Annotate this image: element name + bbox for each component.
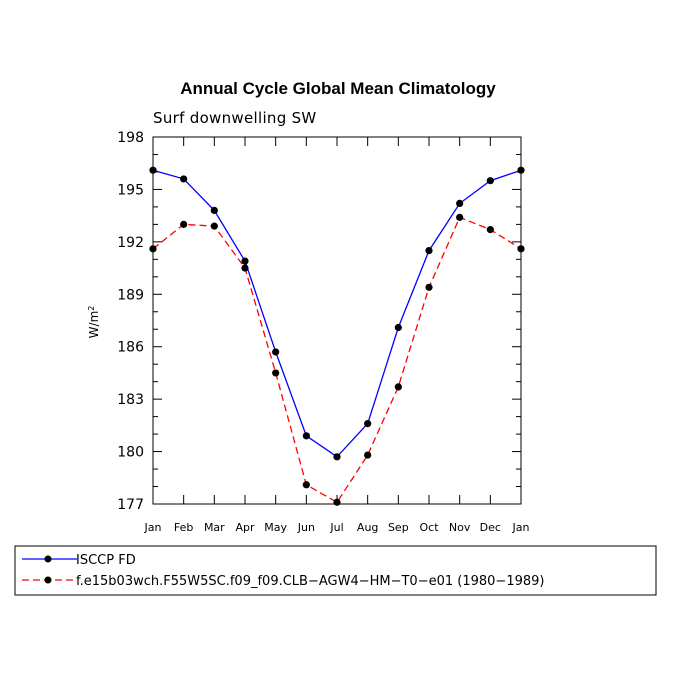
legend-marker-model (44, 576, 52, 584)
data-point-series-1 (425, 283, 433, 291)
data-point-series-0 (272, 348, 280, 356)
data-point-series-1 (364, 451, 372, 459)
y-tick-label: 180 (117, 445, 144, 461)
data-point-series-0 (517, 166, 525, 174)
data-point-series-0 (456, 199, 464, 208)
legend-marker-isccp (44, 555, 52, 563)
data-point-series-1 (149, 245, 157, 253)
y-axis-label: W/m2 (87, 306, 101, 339)
x-tick-label: Jan (144, 521, 162, 534)
data-point-series-0 (486, 177, 494, 185)
x-tick-label: Apr (235, 521, 255, 534)
chart-subtitle: Surf downwelling SW (153, 109, 317, 127)
plot-frame (152, 136, 522, 505)
data-point-series-1 (241, 264, 249, 272)
data-point-series-1 (486, 226, 494, 234)
data-point-series-1 (180, 220, 188, 228)
legend: ISCCP FD f.e15b03wch.F55W5SC.f09_f09.CLB… (14, 545, 657, 596)
data-point-series-0 (394, 323, 402, 332)
x-tick-label: Dec (480, 521, 501, 534)
y-tick-label: 192 (117, 235, 144, 251)
data-point-series-1 (302, 481, 310, 489)
data-point-series-1 (210, 222, 218, 230)
data-point-series-0 (302, 432, 310, 440)
series-line-0 (152, 169, 522, 458)
x-tick-label: Jan (512, 521, 530, 534)
x-tick-labels: Jan Feb Mar Apr May Jun Jul Aug Sep Oct Nov Dec Jan (144, 521, 530, 534)
x-tick-label: Oct (419, 521, 439, 534)
y-tick-label: 177 (117, 497, 144, 513)
data-point-series-1 (272, 369, 280, 377)
data-point-series-0 (210, 206, 218, 214)
y-tick-label: 189 (117, 287, 144, 303)
x-tick-label: Jun (297, 521, 315, 534)
y-tick-labels: 177 180 183 186 189 192 195 198 (117, 130, 144, 513)
legend-label-isccp: ISCCP FD (76, 553, 136, 568)
data-point-series-1 (394, 383, 402, 391)
legend-box (14, 545, 657, 596)
data-point-series-0 (364, 420, 372, 428)
x-tick-label: Sep (388, 521, 409, 534)
y-tick-label: 183 (117, 392, 144, 408)
data-point-series-1 (333, 498, 341, 506)
y-tick-label: 198 (117, 130, 144, 146)
series-markers (149, 166, 525, 506)
x-tick-label: Aug (357, 521, 378, 534)
series-lines (152, 169, 522, 504)
x-tick-label: Feb (174, 521, 193, 534)
data-point-series-1 (517, 245, 525, 253)
data-point-series-0 (333, 453, 341, 461)
data-point-series-0 (180, 175, 188, 183)
y-tick-label: 195 (117, 182, 144, 198)
legend-label-model: f.e15b03wch.F55W5SC.f09_f09.CLB−AGW4−HM−… (76, 574, 544, 589)
data-point-series-0 (241, 257, 249, 265)
y-tick-label: 186 (117, 340, 144, 356)
x-tick-label: Mar (204, 521, 225, 534)
chart-title: Annual Cycle Global Mean Climatology (180, 79, 496, 98)
axis-ticks (152, 136, 522, 505)
data-point-series-0 (425, 246, 433, 255)
x-tick-label: Jul (329, 521, 343, 534)
data-point-series-0 (149, 166, 157, 174)
data-point-series-1 (456, 213, 464, 221)
x-tick-label: Nov (449, 521, 471, 534)
x-tick-label: May (264, 521, 287, 534)
